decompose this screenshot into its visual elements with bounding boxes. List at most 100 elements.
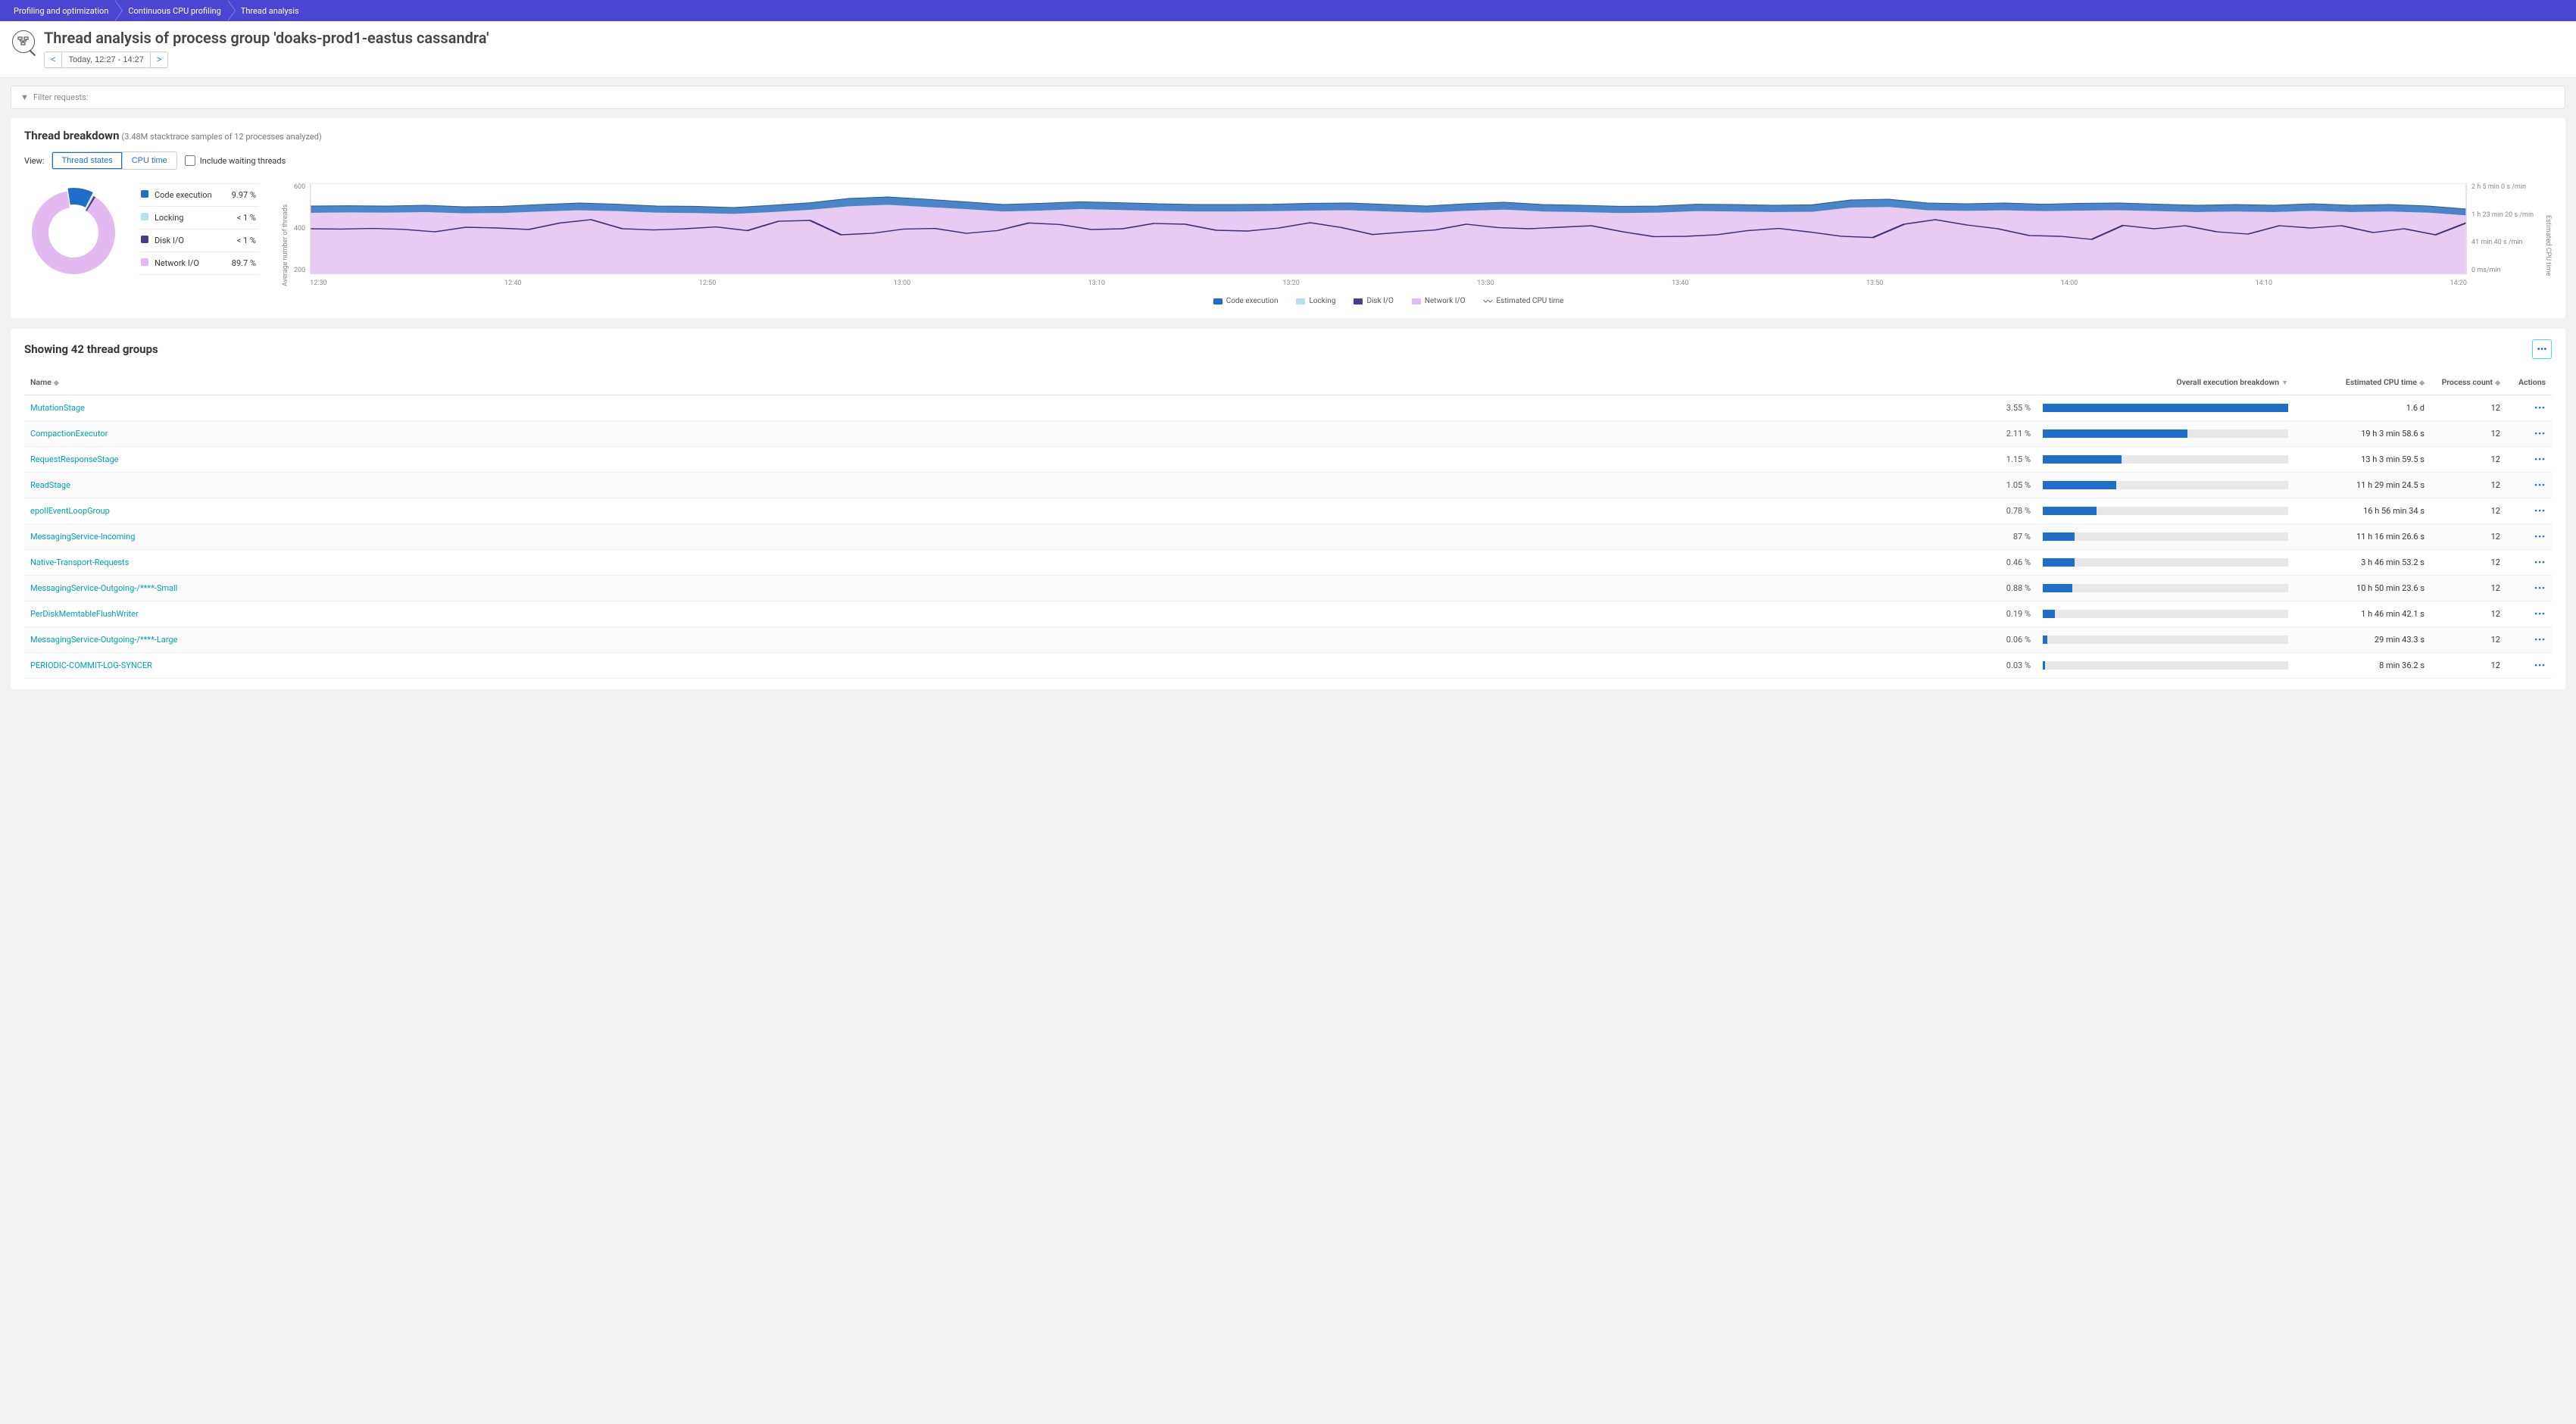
row-actions-button[interactable]: •••	[2506, 395, 2552, 421]
thread-breakdown-card: Thread breakdown (3.48M stacktrace sampl…	[11, 118, 2565, 318]
thread-group-link[interactable]: Native-Transport-Requests	[30, 557, 129, 567]
process-count-value: 12	[2431, 473, 2506, 498]
table-row: CompactionExecutor 2.11 % 19 h 3 min 58.…	[24, 421, 2552, 447]
timeseries-chart: Average number of threads 600400200 12:3…	[274, 183, 2552, 308]
thread-group-link[interactable]: PERIODIC-COMMIT-LOG-SYNCER	[30, 660, 152, 670]
process-count-value: 12	[2431, 498, 2506, 524]
process-count-value: 12	[2431, 576, 2506, 601]
x-axis-ticks: 12:3012:4012:5013:0013:1013:2013:3013:40…	[310, 279, 2467, 287]
donut-legend-item: Disk I/O< 1 %	[138, 230, 259, 252]
chart-legend-item: Locking	[1296, 295, 1335, 308]
include-waiting-checkbox[interactable]: Include waiting threads	[185, 155, 286, 166]
table-row: RequestResponseStage 1.15 % 13 h 3 min 5…	[24, 447, 2552, 473]
row-actions-button[interactable]: •••	[2506, 576, 2552, 601]
cpu-time-value: 8 min 36.2 s	[2294, 653, 2431, 679]
chart-legend-item: Code execution	[1213, 295, 1279, 308]
table-more-button[interactable]: •••	[2532, 339, 2552, 359]
breakdown-bar	[2037, 627, 2294, 653]
thread-groups-card: Showing 42 thread groups ••• Name◆ Overa…	[11, 329, 2565, 689]
table-row: MutationStage 3.55 % 1.6 d 12 •••	[24, 395, 2552, 421]
table-row: MessagingService-Outgoing-/****-Large 0.…	[24, 627, 2552, 653]
row-actions-button[interactable]: •••	[2506, 653, 2552, 679]
process-count-value: 12	[2431, 395, 2506, 421]
donut-legend-item: Locking< 1 %	[138, 207, 259, 230]
table-row: MessagingService-Outgoing-/****-Small 0.…	[24, 576, 2552, 601]
process-count-value: 12	[2431, 627, 2506, 653]
pct-value: 87 %	[1976, 524, 2037, 550]
view-label: View:	[24, 156, 44, 166]
row-actions-button[interactable]: •••	[2506, 524, 2552, 550]
thread-group-link[interactable]: MessagingService-Outgoing-/****-Large	[30, 635, 177, 645]
breadcrumb: Profiling and optimization Continuous CP…	[0, 0, 2576, 21]
breakdown-bar	[2037, 550, 2294, 576]
col-breakdown[interactable]: Overall execution breakdown▼	[1976, 370, 2294, 395]
thread-analysis-icon	[12, 30, 35, 53]
row-actions-button[interactable]: •••	[2506, 627, 2552, 653]
row-actions-button[interactable]: •••	[2506, 498, 2552, 524]
pct-value: 3.55 %	[1976, 395, 2037, 421]
thread-group-link[interactable]: epollEventLoopGroup	[30, 506, 110, 516]
thread-group-link[interactable]: MessagingService-Outgoing-/****-Small	[30, 583, 177, 593]
y-axis-ticks: 600400200	[294, 183, 305, 274]
breakdown-subtitle: (3.48M stacktrace samples of 12 processe…	[121, 132, 321, 142]
cpu-time-value: 29 min 43.3 s	[2294, 627, 2431, 653]
pct-value: 0.03 %	[1976, 653, 2037, 679]
page-title: Thread analysis of process group 'doaks-…	[44, 29, 489, 47]
col-cpu[interactable]: Estimated CPU time◆	[2294, 370, 2431, 395]
table-row: PERIODIC-COMMIT-LOG-SYNCER 0.03 % 8 min …	[24, 653, 2552, 679]
chart-legend: Code executionLockingDisk I/ONetwork I/O…	[310, 295, 2467, 308]
thread-group-link[interactable]: PerDiskMemtableFlushWriter	[30, 609, 139, 619]
tab-cpu-time[interactable]: CPU time	[123, 152, 176, 169]
donut-legend: Code execution9.97 %Locking< 1 %Disk I/O…	[138, 183, 259, 275]
breadcrumb-item[interactable]: Continuous CPU profiling	[122, 0, 234, 21]
donut-legend-item: Network I/O89.7 %	[138, 252, 259, 275]
breakdown-bar	[2037, 653, 2294, 679]
process-count-value: 12	[2431, 524, 2506, 550]
time-navigator: < Today, 12:27 - 14:27 >	[44, 52, 168, 68]
pct-value: 0.88 %	[1976, 576, 2037, 601]
time-range-button[interactable]: Today, 12:27 - 14:27	[62, 52, 150, 67]
breadcrumb-item[interactable]: Thread analysis	[235, 0, 313, 21]
table-row: ReadStage 1.05 % 11 h 29 min 24.5 s 12 •…	[24, 473, 2552, 498]
pct-value: 2.11 %	[1976, 421, 2037, 447]
include-waiting-label: Include waiting threads	[200, 156, 286, 166]
col-count[interactable]: Process count◆	[2431, 370, 2506, 395]
time-next-button[interactable]: >	[151, 52, 167, 67]
cpu-time-value: 16 h 56 min 34 s	[2294, 498, 2431, 524]
breakdown-bar	[2037, 576, 2294, 601]
cpu-time-value: 11 h 16 min 26.6 s	[2294, 524, 2431, 550]
breakdown-title: Thread breakdown	[24, 129, 119, 142]
breakdown-bar	[2037, 395, 2294, 421]
include-waiting-input[interactable]	[185, 155, 195, 166]
cpu-time-value: 1 h 46 min 42.1 s	[2294, 601, 2431, 627]
filter-bar[interactable]: ▼ Filter requests:	[11, 86, 2565, 109]
time-prev-button[interactable]: <	[45, 52, 62, 67]
row-actions-button[interactable]: •••	[2506, 550, 2552, 576]
col-name[interactable]: Name◆	[24, 370, 1976, 395]
row-actions-button[interactable]: •••	[2506, 601, 2552, 627]
thread-group-link[interactable]: MessagingService-Incoming	[30, 532, 135, 542]
pct-value: 1.05 %	[1976, 473, 2037, 498]
chart-legend-item: 〰Estimated CPU time	[1483, 295, 1563, 308]
pct-value: 0.06 %	[1976, 627, 2037, 653]
donut-legend-item: Code execution9.97 %	[138, 184, 259, 207]
table-row: MessagingService-Incoming 87 % 11 h 16 m…	[24, 524, 2552, 550]
row-actions-button[interactable]: •••	[2506, 421, 2552, 447]
process-count-value: 12	[2431, 421, 2506, 447]
table-heading: Showing 42 thread groups	[24, 342, 158, 356]
thread-group-link[interactable]: MutationStage	[30, 403, 85, 413]
row-actions-button[interactable]: •••	[2506, 447, 2552, 473]
thread-group-link[interactable]: ReadStage	[30, 480, 70, 490]
process-count-value: 12	[2431, 653, 2506, 679]
breadcrumb-item[interactable]: Profiling and optimization	[8, 0, 122, 21]
tab-thread-states[interactable]: Thread states	[52, 152, 122, 169]
thread-group-link[interactable]: CompactionExecutor	[30, 429, 108, 439]
filter-icon: ▼	[20, 92, 29, 102]
row-actions-button[interactable]: •••	[2506, 473, 2552, 498]
thread-group-link[interactable]: RequestResponseStage	[30, 454, 118, 464]
table-row: PerDiskMemtableFlushWriter 0.19 % 1 h 46…	[24, 601, 2552, 627]
breakdown-bar	[2037, 473, 2294, 498]
pct-value: 0.78 %	[1976, 498, 2037, 524]
cpu-time-value: 19 h 3 min 58.6 s	[2294, 421, 2431, 447]
process-count-value: 12	[2431, 550, 2506, 576]
